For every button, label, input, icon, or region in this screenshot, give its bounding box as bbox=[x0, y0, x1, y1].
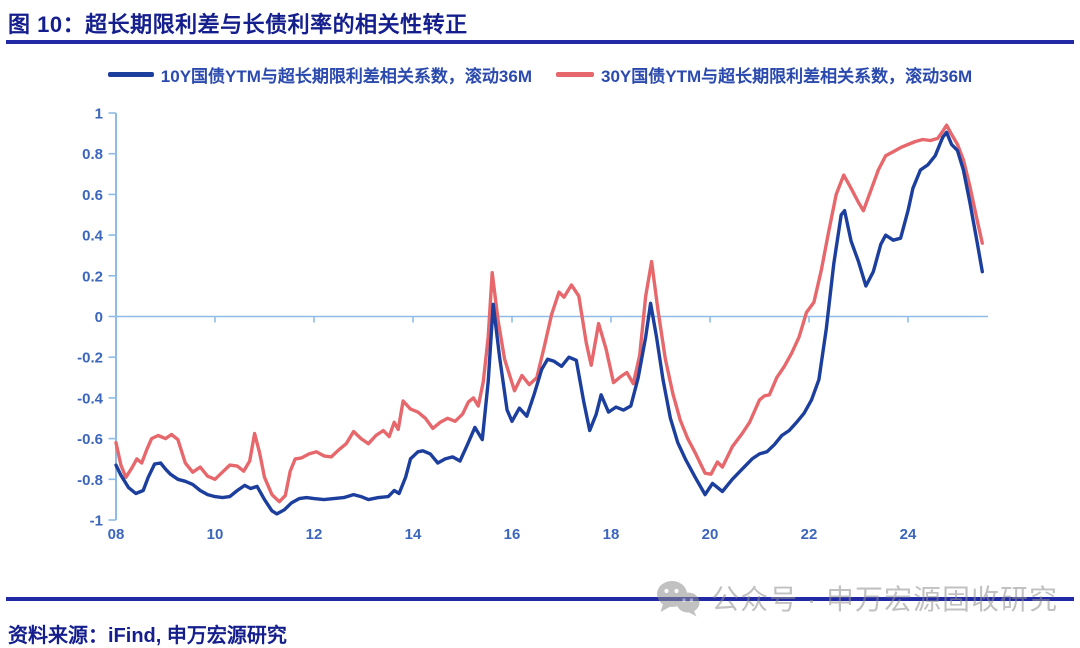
chart-legend: 10Y国债YTM与超长期限利差相关系数，滚动36M 30Y国债YTM与超长期限利… bbox=[0, 62, 1080, 86]
legend-item-10y: 10Y国债YTM与超长期限利差相关系数，滚动36M bbox=[107, 62, 532, 87]
axes: 1 0.8 0.6 0.4 0.2 0 -0.2 -0.4 -0.6 -0.8 -1 08 10 12 14… bbox=[77, 106, 988, 543]
x-axis-label: 08 bbox=[108, 526, 125, 543]
y-axis-label: -1 bbox=[90, 513, 103, 530]
legend-swatch-30y-line bbox=[556, 71, 594, 77]
y-axis-label: -0.4 bbox=[77, 390, 104, 407]
x-axis-label: 12 bbox=[306, 526, 323, 543]
y-axis-label: -0.8 bbox=[77, 472, 103, 489]
y-axis-label: 0 bbox=[95, 309, 103, 326]
y-axis-label: 0.6 bbox=[82, 187, 103, 204]
wechat-icon bbox=[657, 581, 700, 617]
legend-swatch-10y-line bbox=[107, 71, 154, 77]
x-axis-label: 24 bbox=[900, 526, 917, 543]
series-line-10y bbox=[114, 130, 984, 516]
x-axis-label: 14 bbox=[405, 526, 422, 543]
footer-rule bbox=[6, 597, 1074, 601]
legend-label-10y: 10Y国债YTM与超长期限利差相关系数，滚动36M bbox=[160, 66, 532, 86]
y-axis-label: 0.8 bbox=[82, 146, 103, 163]
y-axis-label: 0.4 bbox=[82, 228, 104, 245]
legend-label-30y: 30Y国债YTM与超长期限利差相关系数，滚动36M bbox=[601, 66, 973, 86]
watermark: 公众号 · 申万宏源固收研究 bbox=[655, 578, 1058, 618]
x-axis-label: 18 bbox=[603, 526, 620, 543]
series-line-30y bbox=[114, 123, 984, 504]
legend-item-30y: 30Y国债YTM与超长期限利差相关系数，滚动36M bbox=[556, 62, 972, 87]
y-axis-label: 0.2 bbox=[82, 268, 103, 285]
y-axis-label: -0.6 bbox=[77, 431, 103, 448]
x-axis-label: 22 bbox=[801, 526, 818, 543]
y-axis-label: -0.2 bbox=[77, 350, 103, 367]
source-note: 资料来源：iFind, 申万宏源研究 bbox=[8, 625, 287, 647]
x-axis-label: 10 bbox=[207, 526, 224, 543]
title-rule bbox=[6, 40, 1074, 44]
x-axis-label: 16 bbox=[504, 526, 521, 543]
page-title: 图 10：超长期限利差与长债利率的相关性转正 bbox=[8, 12, 468, 37]
watermark-text: 公众号 · 申万宏源固收研究 bbox=[711, 584, 1058, 615]
y-axis-label: 1 bbox=[95, 106, 103, 123]
x-axis-label: 20 bbox=[702, 526, 719, 543]
